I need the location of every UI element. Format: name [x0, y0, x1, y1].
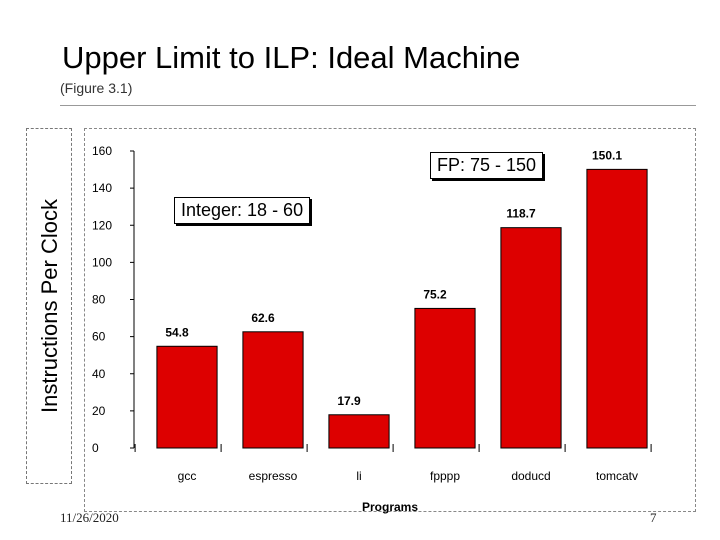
- chart-frame: [84, 128, 696, 512]
- y-tick-label: 80: [92, 293, 106, 307]
- data-label-gcc: 54.8: [165, 325, 189, 339]
- bar-fpppp: [414, 307, 476, 449]
- fp-annotation: FP: 75 - 150: [430, 152, 544, 179]
- y-tick-label: 0: [92, 441, 99, 455]
- chart-axes: 0 20 40 60 80 100 120 140 160: [92, 144, 652, 455]
- y-tick-label: 140: [92, 181, 112, 195]
- y-tick-label: 20: [92, 404, 106, 418]
- slide-title: Upper Limit to ILP: Ideal Machine: [62, 40, 521, 75]
- slide-page-number: 7: [650, 510, 657, 525]
- bar-tomcatv: [586, 168, 648, 449]
- integer-annotation: Integer: 18 - 60: [174, 197, 311, 224]
- category-label-espresso: espresso: [249, 469, 298, 483]
- y-tick-label: 100: [92, 255, 112, 269]
- y-tick-label: 160: [92, 144, 112, 158]
- data-label-doducd: 118.7: [506, 207, 536, 221]
- bar-li: [328, 414, 390, 449]
- bar-gcc: [156, 345, 218, 449]
- slide-subtitle: (Figure 3.1): [60, 80, 133, 96]
- y-tick-label: 120: [92, 218, 112, 232]
- title-divider: [60, 105, 696, 106]
- chart-labels: 54.8 gcc 62.6 espresso 17.9 li 75.2 fpppp 118.7 d…: [165, 148, 638, 483]
- category-label-doducd: doducd: [511, 469, 550, 483]
- category-label-gcc: gcc: [178, 469, 197, 483]
- category-label-fpppp: fpppp: [430, 469, 460, 483]
- data-label-fpppp: 75.2: [423, 287, 447, 301]
- x-axis-label: Programs: [362, 500, 418, 514]
- category-label-tomcatv: tomcatv: [596, 469, 638, 483]
- data-label-tomcatv: 150.1: [592, 148, 622, 162]
- y-axis-label-frame: [26, 128, 72, 484]
- chart-bars: [156, 168, 648, 449]
- data-label-li: 17.9: [337, 394, 361, 408]
- y-tick-label: 60: [92, 330, 106, 344]
- slide-date: 11/26/2020: [60, 510, 119, 525]
- bar-doducd: [500, 227, 562, 449]
- y-tick-label: 40: [92, 367, 106, 381]
- bar-espresso: [242, 331, 304, 449]
- category-label-li: li: [356, 469, 361, 483]
- data-label-espresso: 62.6: [251, 311, 275, 325]
